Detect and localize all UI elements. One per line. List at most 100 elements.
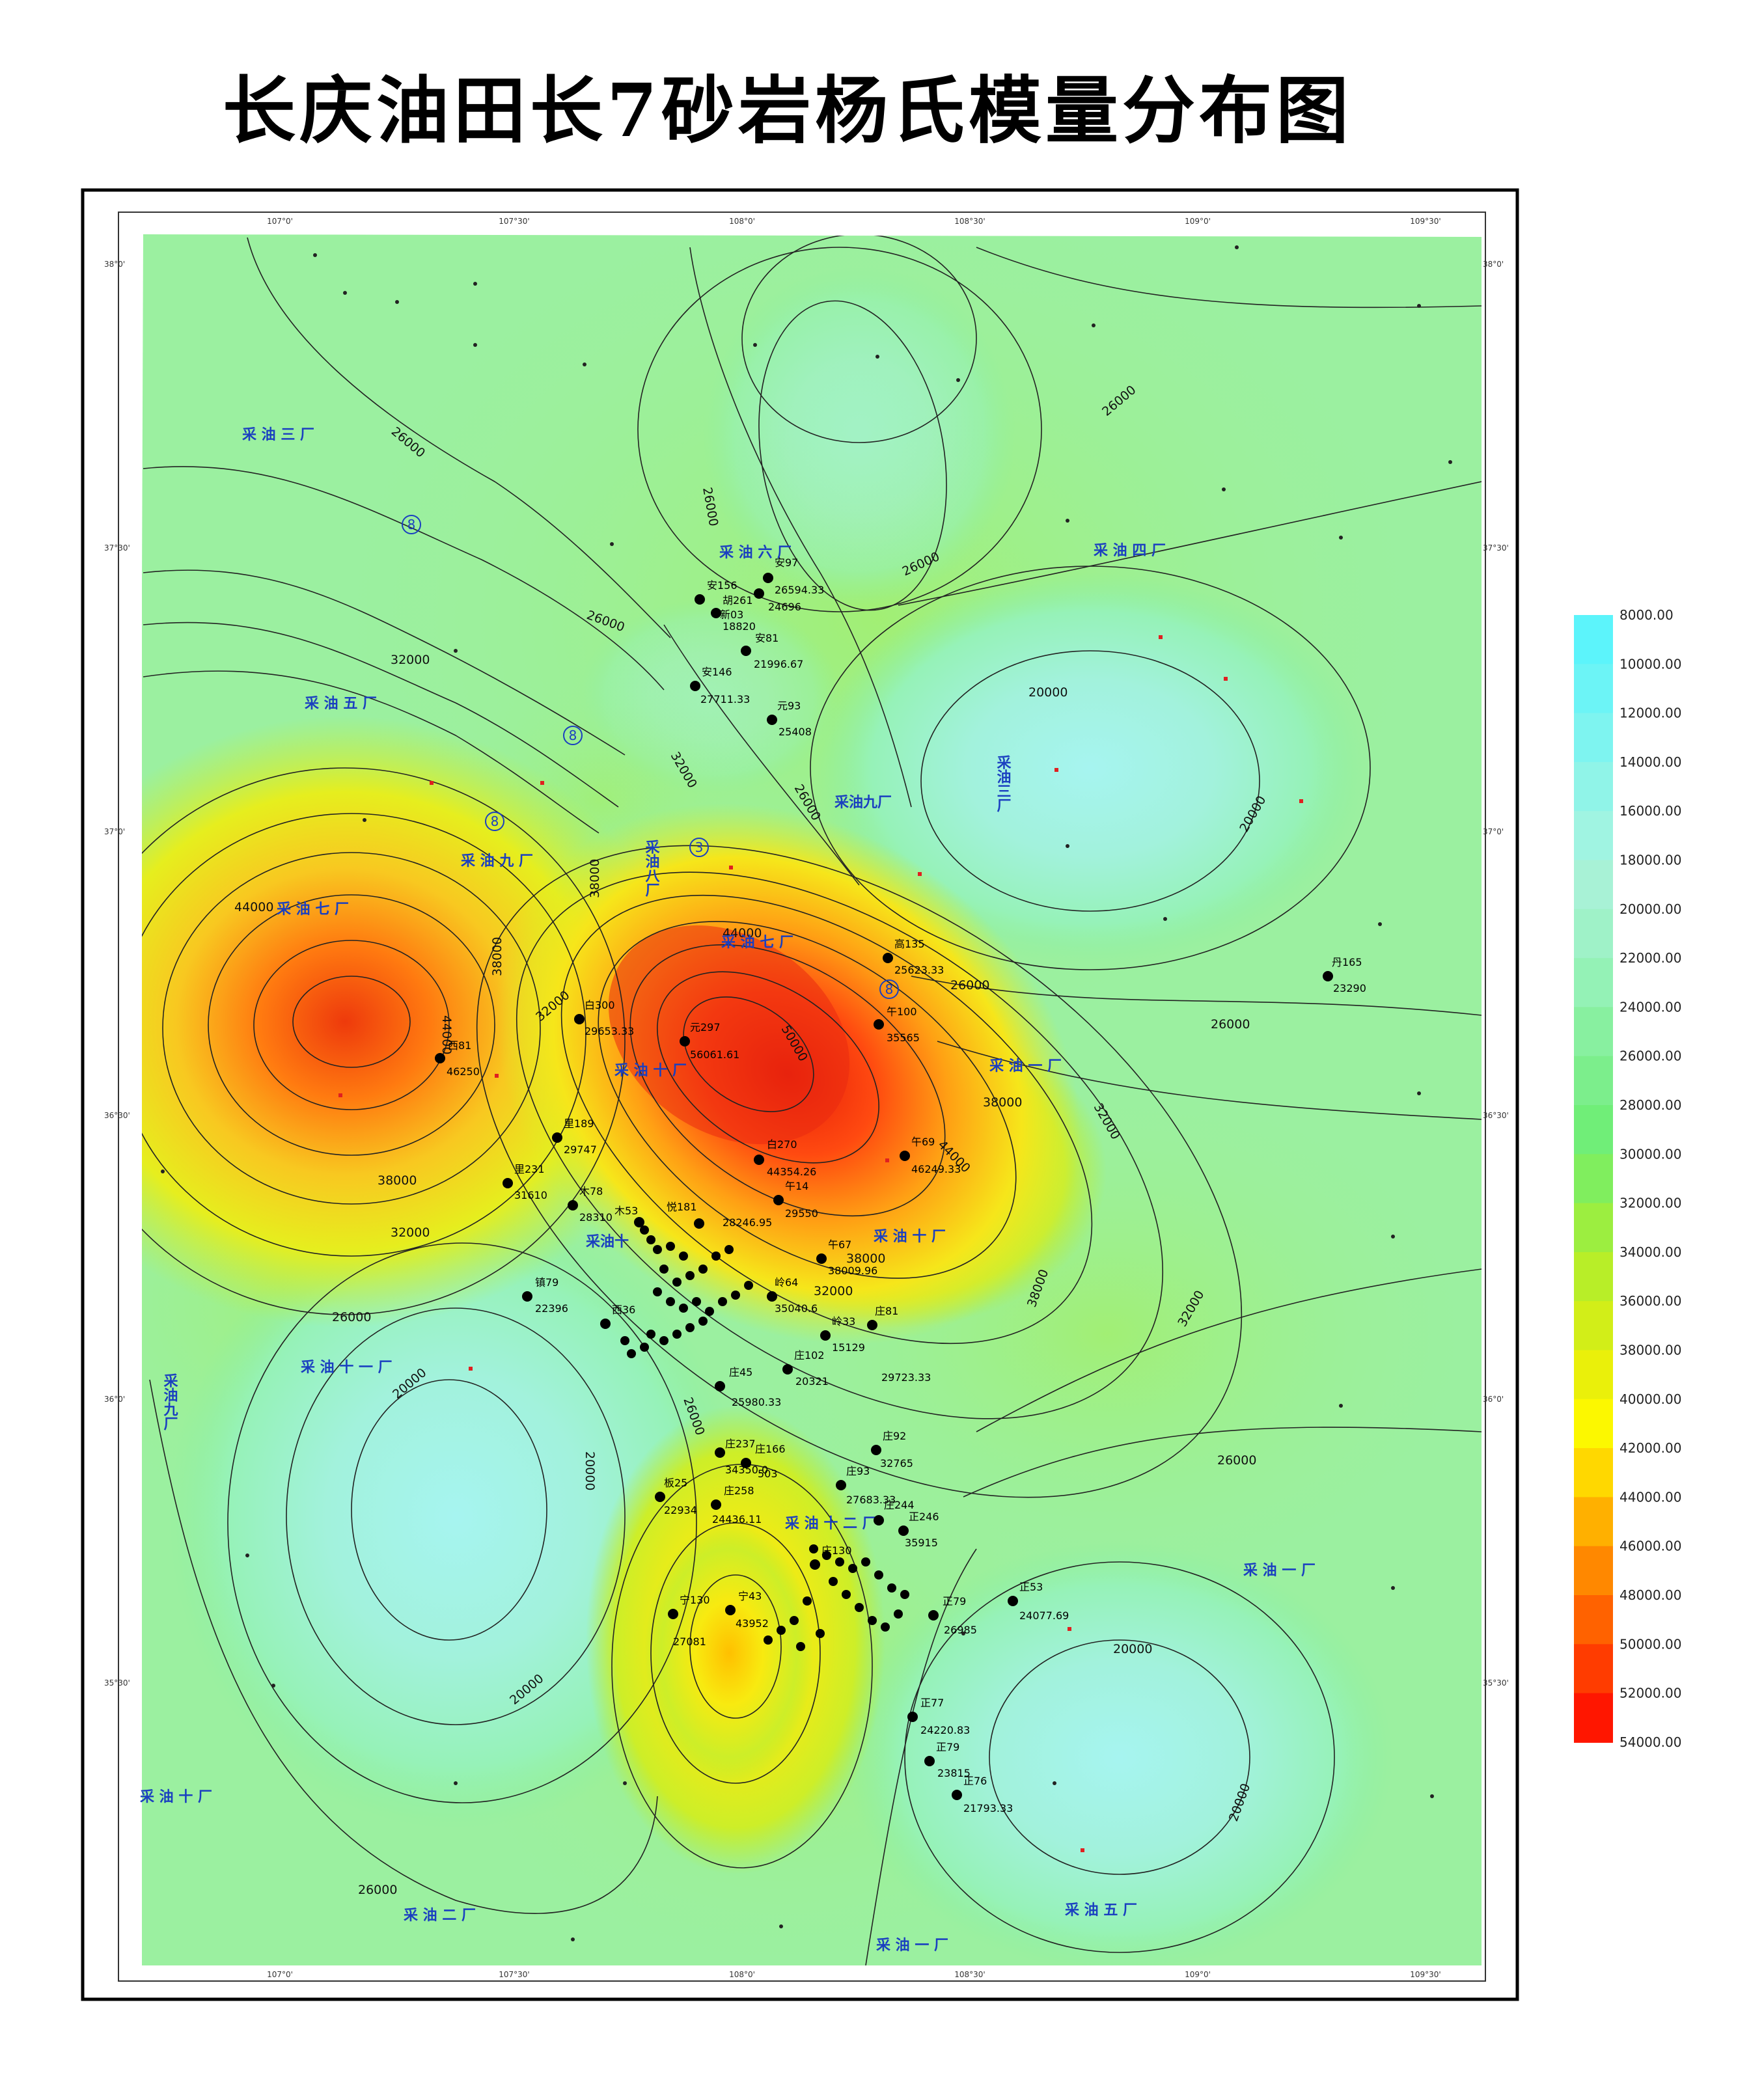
bottom-tick: 109°0' — [1185, 1970, 1211, 1979]
right-tick: 37°0' — [1483, 827, 1504, 836]
contour-label: 26000 — [358, 1883, 397, 1897]
well-value: 18820 — [723, 620, 756, 633]
contour-label: 44000 — [439, 1015, 454, 1054]
well-value: 44354.26 — [767, 1166, 816, 1178]
legend-swatch — [1574, 1056, 1613, 1106]
plant-label: 采 油 七 厂 — [277, 901, 349, 918]
well: 白270 44354.26 — [754, 1138, 816, 1178]
well: 正79 23815 — [924, 1741, 971, 1779]
well: 庄45 25980.33 — [715, 1366, 781, 1408]
contour-label: 38000 — [490, 937, 504, 976]
well-name: 庄258 — [724, 1484, 754, 1497]
circled-number: 8 — [563, 726, 583, 745]
well-name: 正79 — [943, 1595, 966, 1607]
legend-swatch — [1574, 1399, 1613, 1449]
well: 岭33 15129 — [820, 1315, 865, 1354]
plant-label: 采 油 十 厂 — [614, 1063, 687, 1079]
legend-label: 46000.00 — [1619, 1539, 1681, 1554]
circled-numbers: 8 8 8 3 8 — [402, 515, 899, 999]
well-name: 丹165 — [1332, 956, 1362, 968]
well-value: 15129 — [832, 1341, 865, 1354]
plant-label: 采 油 七 厂 — [721, 935, 793, 951]
well: 安146 27711.33 — [690, 666, 750, 705]
plant-label: 采 油 十 厂 — [874, 1229, 946, 1245]
plant-label: 采 油 三 厂 — [242, 427, 314, 443]
bottom-tick: 107°30' — [499, 1970, 529, 1979]
well-name: 庄81 — [875, 1305, 898, 1317]
top-tick: 108°30' — [954, 217, 985, 226]
legend-label: 36000.00 — [1619, 1293, 1681, 1309]
contour-label: 26000 — [950, 978, 989, 992]
well-name: 西81 — [448, 1039, 471, 1052]
left-tick: 36°30' — [104, 1111, 130, 1120]
well: 岭64 35040.6 — [767, 1276, 818, 1315]
well-name: 正246 — [909, 1511, 939, 1523]
well-name: 宁43 — [738, 1590, 762, 1602]
legend-label: 48000.00 — [1619, 1587, 1681, 1603]
legend-label: 24000.00 — [1619, 999, 1681, 1015]
legend-label: 18000.00 — [1619, 853, 1681, 868]
well-value: 27683.33 — [846, 1494, 896, 1506]
well-name: 庄45 — [729, 1366, 752, 1378]
well: 元93 25408 — [767, 700, 812, 738]
legend-label: 50000.00 — [1619, 1636, 1681, 1652]
well-value: 38009.96 — [828, 1265, 877, 1277]
well: 正76 21793.33 — [952, 1775, 1013, 1814]
contour-lines — [142, 234, 1481, 1965]
plant-label: 采 油 五 厂 — [1065, 1902, 1137, 1919]
well-name: 午100 — [887, 1005, 917, 1018]
well: 安81 21996.67 — [741, 632, 803, 670]
top-tick: 108°0' — [729, 217, 755, 226]
well-name: 庄166 — [755, 1443, 786, 1455]
contour-label: 32000 — [391, 653, 430, 667]
well-value: 35565 — [887, 1032, 920, 1044]
legend-label: 54000.00 — [1619, 1734, 1681, 1750]
plant-label: 采 油 十 厂 — [140, 1789, 212, 1805]
legend-swatch — [1574, 1203, 1613, 1253]
plant-label: 采 油 一 厂 — [1243, 1563, 1316, 1579]
legend-swatch — [1574, 860, 1613, 910]
legend-label: 34000.00 — [1619, 1244, 1681, 1260]
well-value: 25408 — [779, 726, 812, 738]
bottom-tick: 107°0' — [267, 1970, 293, 1979]
legend-swatch — [1574, 909, 1613, 959]
plant-label: 采油九厂 — [161, 1373, 179, 1431]
well-cluster — [620, 1225, 909, 1651]
legend-label: 14000.00 — [1619, 754, 1681, 770]
top-tick: 109°0' — [1185, 217, 1211, 226]
outer-frame — [81, 188, 1519, 2001]
well-value: 46249.33 — [911, 1163, 961, 1175]
well: 高135 25623.33 — [883, 938, 944, 976]
well: 正53 24077.69 — [1008, 1581, 1069, 1622]
well-name: 正53 — [1019, 1581, 1043, 1593]
legend-swatch — [1574, 1644, 1613, 1694]
well-value: 24436.11 — [712, 1513, 762, 1525]
legend-label: 26000.00 — [1619, 1048, 1681, 1064]
well-name: 宁130 — [680, 1594, 710, 1606]
well-value: 21996.67 — [754, 658, 803, 670]
plant-label: 采 油 五 厂 — [305, 696, 377, 712]
left-tick: 37°0' — [104, 827, 125, 836]
plant-label: 采 油 十 二 厂 — [785, 1516, 877, 1532]
well: 悦181 28246.95 — [667, 1201, 772, 1229]
well-name: 白300 — [585, 999, 615, 1011]
legend-swatch — [1574, 664, 1613, 714]
circled-number-text: 8 — [491, 814, 499, 829]
circled-number: 8 — [879, 979, 899, 999]
legend-label: 16000.00 — [1619, 803, 1681, 819]
legend-label: 12000.00 — [1619, 705, 1681, 721]
well-name: 午67 — [828, 1238, 851, 1251]
legend-swatch — [1574, 811, 1613, 861]
well-name: 正79 — [936, 1741, 959, 1753]
contour-label: 38000 — [846, 1252, 885, 1266]
plant-label: 采油十 — [586, 1234, 629, 1250]
well-value: 26594.33 — [775, 584, 824, 596]
well-value: 25980.33 — [732, 1396, 781, 1408]
well-name: 元297 — [690, 1021, 721, 1033]
well: 宁43 43952 — [725, 1590, 769, 1630]
legend-swatch — [1574, 1007, 1613, 1057]
left-tick: 36°0' — [104, 1395, 125, 1404]
